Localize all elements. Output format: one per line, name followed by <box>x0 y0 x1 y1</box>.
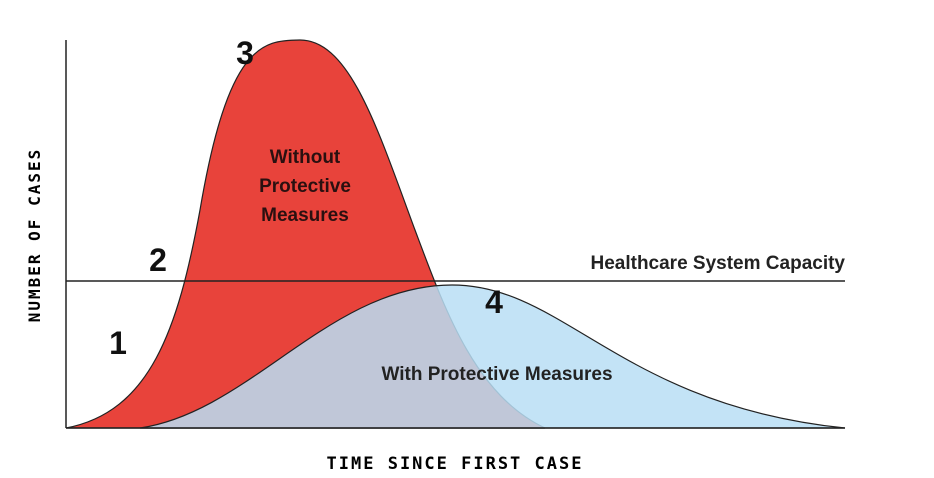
curve-label: Measures <box>261 205 349 226</box>
curve-with-measures <box>139 284 846 429</box>
curve-label: With Protective Measures <box>381 364 612 385</box>
marker: 2 <box>149 242 167 278</box>
capacity-label: Healthcare System Capacity <box>590 253 845 274</box>
y-axis-label: NUMBER OF CASES <box>25 148 44 323</box>
marker: 4 <box>485 284 503 320</box>
curve-label: Without <box>270 147 341 168</box>
curve-label: Protective <box>259 176 351 197</box>
marker: 3 <box>236 35 254 71</box>
x-axis-label: TIME SINCE FIRST CASE <box>327 454 584 474</box>
marker: 1 <box>109 325 127 361</box>
